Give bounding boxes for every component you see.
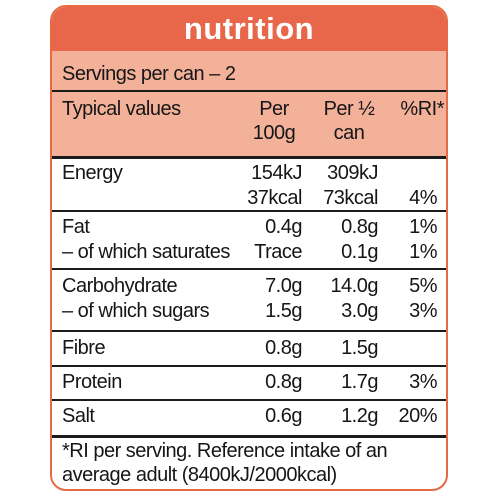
saturates-ri: 1%: [409, 241, 437, 263]
row-label-sugars: – of which sugars: [62, 300, 210, 322]
row-label-protein: Protein: [62, 371, 122, 393]
column-header-perhalf-1: Per ½: [323, 98, 375, 120]
protein-ri: 3%: [409, 371, 437, 393]
footnote-line1: *RI per serving. Reference intake of an: [62, 440, 388, 462]
header-band: Servings per can – 2 Typical values Per …: [52, 51, 446, 156]
fat-perhalf: 0.8g: [341, 216, 378, 238]
nutrition-panel: nutrition Servings per can – 2 Typical v…: [50, 5, 448, 491]
column-header-perhalf-2: can: [333, 122, 365, 144]
column-header-ri: %RI*: [400, 98, 444, 120]
row-label-salt: Salt: [62, 405, 95, 427]
fat-ri: 1%: [409, 216, 437, 238]
footnote-line2: average adult (8400kJ/2000kcal): [62, 464, 337, 486]
panel-title: nutrition: [52, 7, 446, 51]
salt-perhalf: 1.2g: [341, 405, 378, 427]
divider: [52, 210, 446, 212]
energy-perhalf-kj: 309kJ: [327, 162, 378, 184]
column-header-label: Typical values: [62, 98, 181, 120]
energy-per100-kcal: 37kcal: [247, 187, 302, 209]
divider: [52, 399, 446, 401]
column-header-per100-1: Per: [259, 98, 289, 120]
row-label-energy: Energy: [62, 162, 123, 184]
row-label-fat: Fat: [62, 216, 90, 238]
fibre-perhalf: 1.5g: [341, 337, 378, 359]
protein-per100: 0.8g: [265, 371, 302, 393]
carbohydrate-ri: 5%: [409, 275, 437, 297]
salt-ri: 20%: [398, 405, 437, 427]
energy-per100-kj: 154kJ: [251, 162, 302, 184]
fibre-per100: 0.8g: [265, 337, 302, 359]
divider: [52, 365, 446, 367]
fat-per100: 0.4g: [265, 216, 302, 238]
sugars-ri: 3%: [409, 300, 437, 322]
carbohydrate-per100: 7.0g: [265, 275, 302, 297]
sugars-perhalf: 3.0g: [341, 300, 378, 322]
carbohydrate-perhalf: 14.0g: [330, 275, 378, 297]
salt-per100: 0.6g: [265, 405, 302, 427]
protein-perhalf: 1.7g: [341, 371, 378, 393]
row-label-fibre: Fibre: [62, 337, 106, 359]
column-header-per100-2: 100g: [252, 122, 296, 144]
saturates-perhalf: 0.1g: [341, 241, 378, 263]
sugars-per100: 1.5g: [265, 300, 302, 322]
saturates-per100: Trace: [254, 241, 302, 263]
footer-rule: [52, 435, 446, 438]
divider: [52, 90, 446, 92]
servings-text: Servings per can – 2: [62, 63, 236, 85]
divider: [52, 268, 446, 270]
row-label-saturates: – of which saturates: [62, 241, 230, 263]
header-rule: [52, 156, 446, 159]
energy-ri: 4%: [409, 187, 437, 209]
row-label-carbohydrate: Carbohydrate: [62, 275, 178, 297]
energy-perhalf-kcal: 73kcal: [323, 187, 378, 209]
divider: [52, 330, 446, 332]
